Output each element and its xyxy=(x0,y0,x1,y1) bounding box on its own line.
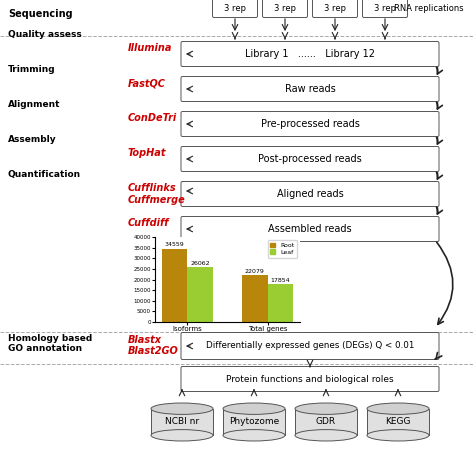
FancyBboxPatch shape xyxy=(212,0,257,18)
Text: Homology based: Homology based xyxy=(8,334,92,343)
FancyArrowPatch shape xyxy=(437,102,442,109)
Bar xyxy=(242,275,268,322)
FancyBboxPatch shape xyxy=(181,217,439,241)
Ellipse shape xyxy=(295,429,357,441)
FancyBboxPatch shape xyxy=(181,76,439,101)
Text: Sequencing: Sequencing xyxy=(8,9,73,19)
Ellipse shape xyxy=(223,403,285,414)
FancyBboxPatch shape xyxy=(181,111,439,137)
Text: Illumina: Illumina xyxy=(128,43,173,53)
FancyArrowPatch shape xyxy=(437,67,442,74)
FancyBboxPatch shape xyxy=(263,0,308,18)
Text: Trimming: Trimming xyxy=(8,65,55,74)
FancyBboxPatch shape xyxy=(181,182,439,207)
FancyBboxPatch shape xyxy=(181,42,439,66)
Text: Cuffdiff: Cuffdiff xyxy=(128,218,170,228)
Text: Blastx: Blastx xyxy=(128,335,162,345)
Text: Assembled reads: Assembled reads xyxy=(268,224,352,234)
Text: GDR: GDR xyxy=(316,418,336,427)
FancyBboxPatch shape xyxy=(312,0,357,18)
Bar xyxy=(295,409,357,435)
Text: Library 1   ......   Library 12: Library 1 ...... Library 12 xyxy=(245,49,375,59)
FancyArrowPatch shape xyxy=(435,353,442,359)
Text: Differentially expressed genes (DEGs) Q < 0.01: Differentially expressed genes (DEGs) Q … xyxy=(206,341,414,350)
FancyBboxPatch shape xyxy=(181,366,439,392)
FancyBboxPatch shape xyxy=(363,0,408,18)
Text: Pre-processed reads: Pre-processed reads xyxy=(261,119,359,129)
Bar xyxy=(223,409,285,435)
FancyBboxPatch shape xyxy=(181,332,439,359)
FancyArrowPatch shape xyxy=(437,173,442,179)
Bar xyxy=(268,284,293,322)
FancyArrowPatch shape xyxy=(437,207,442,214)
Ellipse shape xyxy=(151,403,213,414)
Text: 22079: 22079 xyxy=(245,269,265,274)
Text: Phytozome: Phytozome xyxy=(229,418,279,427)
Text: Protein functions and biological roles: Protein functions and biological roles xyxy=(226,374,394,383)
Ellipse shape xyxy=(295,403,357,414)
Text: Alignment: Alignment xyxy=(8,100,61,109)
Text: Cuffmerge: Cuffmerge xyxy=(128,195,186,205)
Text: 3 rep: 3 rep xyxy=(374,3,396,12)
Bar xyxy=(162,248,187,322)
Text: FastQC: FastQC xyxy=(128,78,166,88)
Bar xyxy=(151,409,213,435)
Text: 17854: 17854 xyxy=(271,278,291,283)
Text: KEGG: KEGG xyxy=(385,418,411,427)
Text: Assembly: Assembly xyxy=(8,135,56,144)
Text: NCBI nr: NCBI nr xyxy=(165,418,199,427)
Ellipse shape xyxy=(151,429,213,441)
Bar xyxy=(367,409,429,435)
Text: Aligned reads: Aligned reads xyxy=(277,189,343,199)
Text: GO annotation: GO annotation xyxy=(8,344,82,353)
Text: Blast2GO: Blast2GO xyxy=(128,346,179,356)
Text: 34559: 34559 xyxy=(164,243,184,247)
Text: Quality assess: Quality assess xyxy=(8,30,82,39)
Text: RNA replications: RNA replications xyxy=(394,3,464,12)
Ellipse shape xyxy=(367,403,429,414)
Text: 3 rep: 3 rep xyxy=(274,3,296,12)
FancyArrowPatch shape xyxy=(437,137,442,144)
Text: Post-processed reads: Post-processed reads xyxy=(258,154,362,164)
Ellipse shape xyxy=(223,429,285,441)
Text: 3 rep: 3 rep xyxy=(324,3,346,12)
Text: Quantification: Quantification xyxy=(8,170,81,179)
Bar xyxy=(187,266,213,322)
FancyBboxPatch shape xyxy=(181,146,439,172)
Text: Raw reads: Raw reads xyxy=(284,84,336,94)
Text: Cufflinks: Cufflinks xyxy=(128,183,177,193)
Text: TopHat: TopHat xyxy=(128,148,166,158)
FancyArrowPatch shape xyxy=(437,242,453,324)
Text: ConDeTri: ConDeTri xyxy=(128,113,177,123)
Ellipse shape xyxy=(367,429,429,441)
Legend: Root, Leaf: Root, Leaf xyxy=(268,240,297,257)
Text: 3 rep: 3 rep xyxy=(224,3,246,12)
Text: 26062: 26062 xyxy=(191,261,210,265)
